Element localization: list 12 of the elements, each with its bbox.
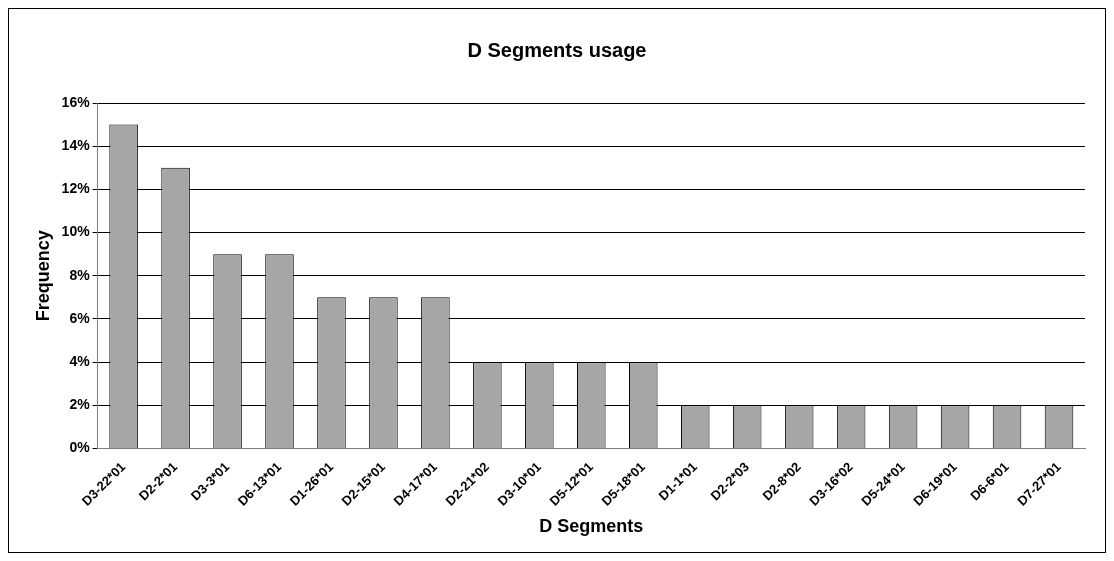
y-tick-label: 8% [69, 266, 91, 283]
y-tick-label: 12% [61, 180, 91, 197]
y-axis-title: Frequency [32, 230, 53, 322]
chart-title: D Segments usage [467, 38, 647, 61]
y-tick-label: 4% [69, 353, 91, 370]
y-tick-label: 6% [69, 309, 91, 326]
y-tick-label: 14% [61, 137, 91, 154]
x-axis-title: D Segments [539, 516, 644, 537]
y-tick-label: 0% [69, 439, 91, 456]
y-tick-label: 10% [61, 223, 91, 240]
y-tick-label: 16% [61, 93, 91, 110]
y-tick-label: 2% [69, 396, 91, 413]
